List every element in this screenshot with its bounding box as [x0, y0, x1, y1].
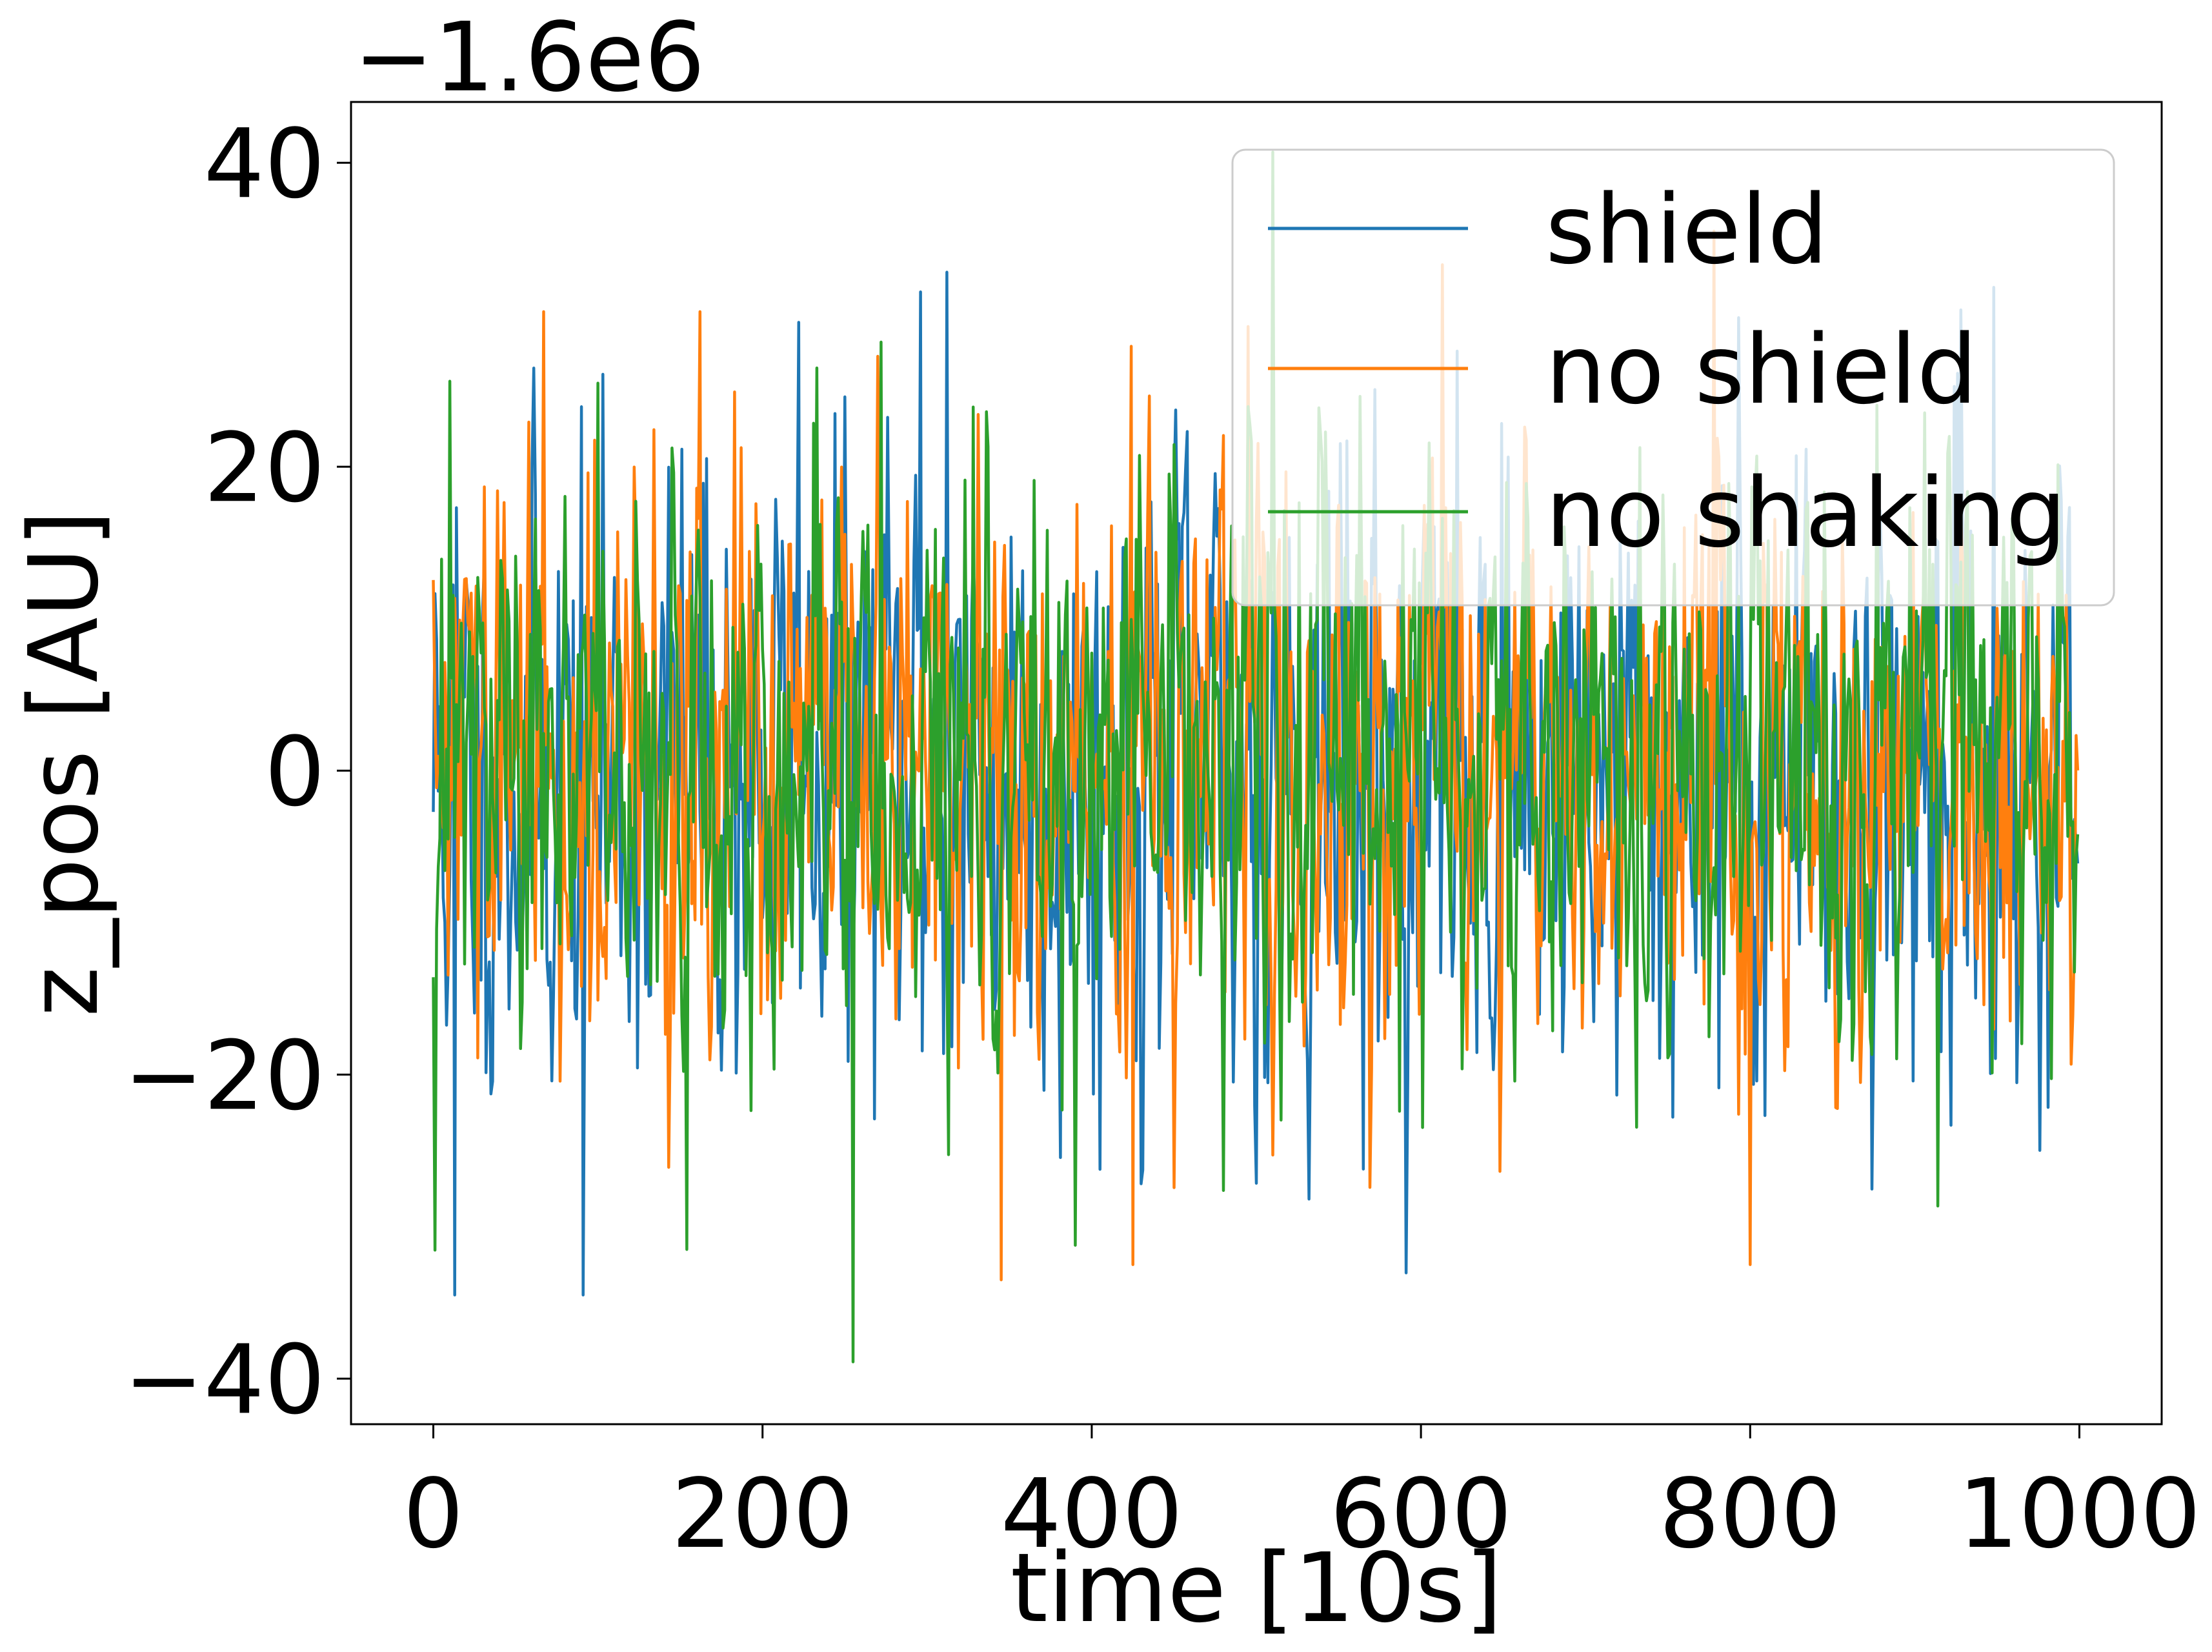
plot-frame	[350, 101, 2163, 1425]
ticks-layer: 0 200 400 600 800 1000 −40 −20 0 20 40	[124, 108, 2201, 1569]
y-tick-label: 40	[204, 108, 325, 219]
y-offset-label: −1.6e6	[354, 2, 705, 113]
x-tick-label: 200	[671, 1458, 854, 1569]
legend-label-no-shaking: no shaking	[1545, 458, 2067, 569]
y-tick-label: −40	[124, 1324, 325, 1435]
x-axis-label: time [10s]	[1010, 1533, 1502, 1644]
y-tick-label: 0	[265, 716, 325, 827]
y-axis-label: z_pos [AU]	[8, 510, 119, 1016]
y-tick-label: 20	[204, 412, 325, 523]
x-tick-label: 600	[1330, 1458, 1513, 1569]
legend-label-shield: shield	[1545, 174, 1828, 285]
legend: shield no shield no shaking	[1231, 148, 2115, 607]
x-tick-label: 1000	[1958, 1458, 2201, 1569]
x-tick-label: 400	[1001, 1458, 1183, 1569]
y-tick-label: −20	[124, 1020, 325, 1131]
x-tick-label: 0	[403, 1458, 463, 1569]
series-line-no-shaking	[432, 150, 2080, 1364]
legend-label-no-shield: no shield	[1545, 314, 1978, 425]
legend-box	[1231, 148, 2115, 607]
x-tick-label: 800	[1659, 1458, 1842, 1569]
